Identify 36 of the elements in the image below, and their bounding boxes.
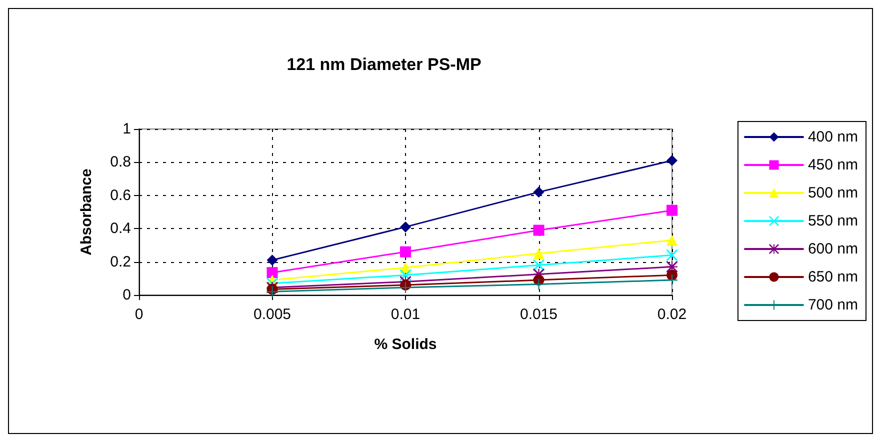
- legend-label: 600 nm: [808, 240, 858, 258]
- point: [266, 267, 278, 278]
- legend-label: 700 nm: [808, 296, 858, 314]
- x-tick-label: 0.005: [253, 306, 292, 323]
- y-tick-label: 0: [122, 286, 131, 304]
- point: [666, 270, 678, 281]
- point: [666, 274, 678, 286]
- point: [666, 155, 678, 166]
- x-tick-label: 0.01: [390, 306, 420, 323]
- legend-label: 550 nm: [808, 212, 858, 230]
- legend-label: 650 nm: [808, 268, 858, 286]
- y-tick-label: 0.8: [110, 154, 131, 171]
- y-tick-label: 0.2: [110, 253, 131, 270]
- legend-label: 400 nm: [808, 128, 858, 146]
- point: [400, 282, 411, 294]
- x-axis-title: % Solids: [374, 336, 437, 353]
- point: [533, 224, 544, 236]
- y-axis-title: Absorbance: [78, 168, 95, 256]
- point: [533, 248, 544, 259]
- point: [533, 278, 544, 290]
- point: [666, 204, 678, 216]
- point: [533, 186, 544, 198]
- point: [266, 286, 278, 298]
- legend-label: 500 nm: [808, 184, 858, 202]
- y-tick-label: 0.4: [110, 220, 131, 238]
- x-tick-label: 0.02: [657, 306, 687, 323]
- y-tick-label: 1: [122, 120, 131, 138]
- point: [400, 246, 411, 258]
- point: [666, 234, 678, 246]
- legend-label: 450 nm: [808, 156, 858, 174]
- point: [266, 254, 278, 266]
- x-tick-label: 0.015: [520, 306, 558, 323]
- y-tick-label: 0.6: [110, 186, 131, 204]
- point: [400, 221, 411, 232]
- chart-title: 121 nm Diameter PS-MP: [286, 55, 482, 74]
- x-tick-label: 0: [134, 306, 144, 323]
